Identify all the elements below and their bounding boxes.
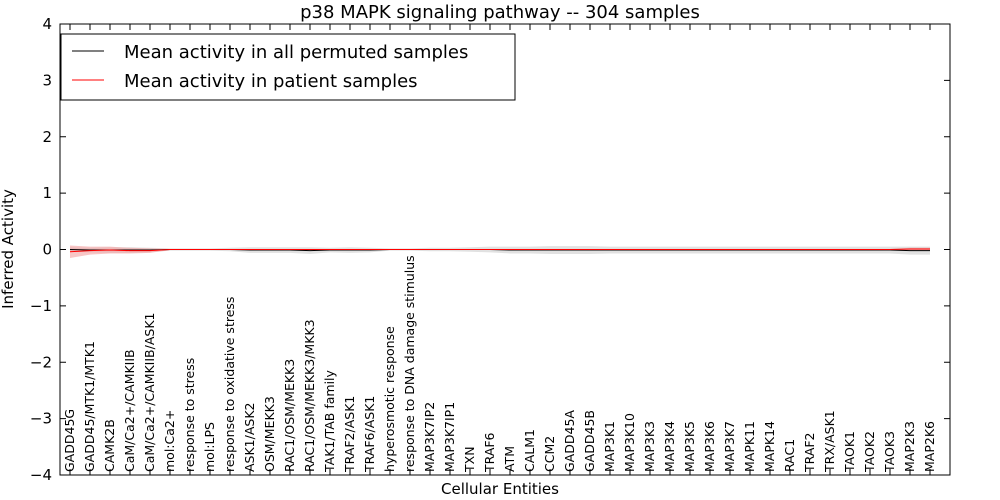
x-tick-label-gadd45-mtk1-mtk1: GADD45/MTK1/MTK1 (82, 341, 97, 472)
x-tick-label-map3k7ip1: MAP3K7IP1 (442, 402, 457, 472)
x-tick-label-taok3: TAOK3 (882, 431, 897, 473)
x-tick-label-calm1: CALM1 (522, 429, 537, 472)
x-tick-label-map3k1: MAP3K1 (602, 421, 617, 472)
x-tick-label-ask1-ask2: ASK1/ASK2 (242, 403, 257, 472)
x-tick-label-map3k10: MAP3K10 (622, 413, 637, 472)
x-tick-label-gadd45g: GADD45G (62, 409, 77, 472)
x-tick-label-taok1: TAOK1 (842, 431, 857, 473)
x-tick-label-map3k3: MAP3K3 (642, 421, 657, 472)
x-axis-label: Cellular Entities (441, 480, 559, 498)
x-tick-label-traf2: TRAF2 (802, 432, 817, 473)
y-tick-label: 3 (42, 71, 52, 89)
y-tick-label: 1 (42, 184, 52, 202)
x-tick-label-response-to-oxidative-stress: response to oxidative stress (222, 297, 237, 472)
x-tick-label-gadd45a: GADD45A (562, 410, 577, 472)
x-tick-label-cam-ca2-camkiib: CaM/Ca2+/CAMKIIB (122, 349, 137, 472)
x-tick-label-rac1-osm-mekk3-mkk3: RAC1/OSM/MEKK3/MKK3 (302, 319, 317, 472)
x-tick-label-gadd45b: GADD45B (582, 410, 597, 472)
y-tick-label: −2 (30, 353, 52, 371)
y-tick-label: −4 (30, 466, 52, 484)
x-tick-label-camk2b: CAMK2B (102, 419, 117, 472)
x-tick-label-map2k6: MAP2K6 (922, 421, 937, 472)
legend-box (60, 33, 516, 101)
x-tick-label-traf6-ask1: TRAF6/ASK1 (362, 396, 377, 473)
x-tick-label-map3k4: MAP3K4 (662, 421, 677, 472)
x-tick-label-map3k5: MAP3K5 (682, 421, 697, 472)
y-tick-label: −3 (30, 410, 52, 428)
x-tick-label-mol-ca2: mol:Ca2+ (162, 410, 177, 472)
x-tick-label-taok2: TAOK2 (862, 431, 877, 473)
x-tick-label-cam-ca2-camkiib-ask1: CaM/Ca2+/CAMKIIB/ASK1 (142, 313, 157, 472)
x-tick-label-ccm2: CCM2 (542, 436, 557, 472)
y-tick-label: −1 (30, 297, 52, 315)
x-tick-label-hyperosmotic-response: hyperosmotic response (382, 326, 397, 472)
legend: Mean activity in all permuted samples Me… (60, 33, 516, 101)
chart-title: p38 MAPK signaling pathway -- 304 sample… (300, 2, 700, 23)
x-tick-label-map3k7ip2: MAP3K7IP2 (422, 402, 437, 472)
x-tick-label-txn: TXN (462, 446, 477, 473)
y-axis-ticks: −4 −3 −2 −1 0 1 2 3 4 (30, 15, 950, 484)
x-tick-label-tak1-tab-family: TAK1/TAB family (322, 369, 337, 473)
y-tick-label: 4 (42, 15, 52, 33)
x-tick-label-rac1: RAC1 (782, 439, 797, 472)
x-tick-label-map3k7: MAP3K7 (722, 421, 737, 472)
x-tick-label-mapk14: MAPK14 (762, 421, 777, 472)
legend-label-patient: Mean activity in patient samples (124, 71, 418, 92)
series-line-patient (69, 248, 930, 253)
band-permuted (70, 246, 930, 255)
x-tick-label-osm-mekk3: OSM/MEKK3 (262, 396, 277, 472)
y-axis-label: Inferred Activity (0, 189, 17, 309)
x-axis-ticks: GADD45G GADD45/MTK1/MTK1 CAMK2B CaM/Ca2+/CA… (62, 24, 937, 475)
plot-frame (59, 23, 951, 476)
x-tick-label-response-to-dna-damage-stimulus: response to DNA damage stimulus (402, 255, 417, 472)
y-tick-label: 0 (42, 241, 52, 259)
x-tick-label-map3k6: MAP3K6 (702, 421, 717, 472)
y-tick-label: 2 (42, 128, 52, 146)
legend-label-permuted: Mean activity in all permuted samples (124, 42, 468, 63)
x-tick-label-atm: ATM (502, 446, 517, 472)
x-tick-label-traf6: TRAF6 (482, 432, 497, 473)
x-tick-label-rac1-osm-mekk3: RAC1/OSM/MEKK3 (282, 359, 297, 472)
x-tick-label-trx-ask1: TRX/ASK1 (822, 410, 837, 473)
x-tick-label-mapk11: MAPK11 (742, 421, 757, 472)
x-tick-label-traf2-ask1: TRAF2/ASK1 (342, 396, 357, 473)
confidence-bands (70, 245, 930, 258)
x-tick-label-response-to-stress: response to stress (182, 358, 197, 472)
x-tick-label-map2k3: MAP2K3 (902, 421, 917, 472)
x-tick-label-mol-lps: mol:LPS (202, 422, 217, 472)
series-lines (69, 248, 930, 253)
